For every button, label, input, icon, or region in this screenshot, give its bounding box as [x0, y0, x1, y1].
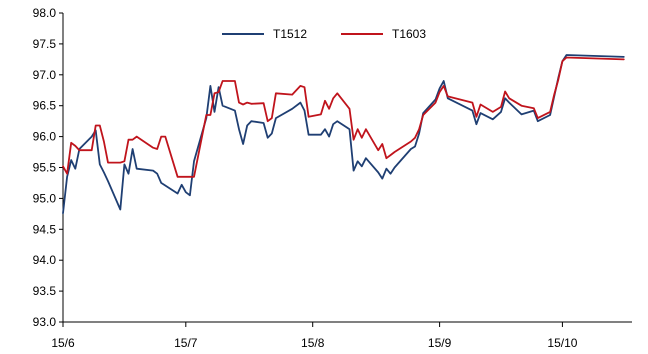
legend-label-t1512: T1512	[273, 27, 307, 41]
y-tick-label: 97.5	[33, 37, 57, 51]
x-tick-label: 15/10	[547, 336, 577, 350]
y-tick-label: 98.0	[33, 6, 57, 20]
x-tick-label: 15/9	[428, 336, 452, 350]
legend-label-t1603: T1603	[392, 27, 426, 41]
series-line-t1603	[62, 56, 625, 178]
series-line-t1512	[62, 54, 625, 215]
y-tick-label: 94.5	[33, 222, 57, 236]
y-tick-label: 96.5	[33, 99, 57, 113]
y-tick-label: 95.0	[33, 191, 57, 205]
x-tick-label: 15/6	[51, 336, 75, 350]
y-tick-label: 93.0	[33, 315, 57, 329]
y-tick-label: 97.0	[33, 68, 57, 82]
y-tick-label: 95.5	[33, 161, 57, 175]
series-group	[62, 54, 625, 215]
x-tick-label: 15/7	[174, 336, 198, 350]
y-tick-label: 94.0	[33, 253, 57, 267]
legend: T1512 T1603	[222, 27, 426, 41]
x-tick-label: 15/8	[301, 336, 325, 350]
y-tick-label: 96.0	[33, 130, 57, 144]
y-tick-label: 93.5	[33, 284, 57, 298]
y-axis: 93.0 93.5 94.0 94.5 95.0 95.5 96.0 96.5 97.0 97.5…	[33, 6, 64, 329]
x-axis: 15/6 15/7 15/8 15/9 15/10	[51, 321, 632, 350]
